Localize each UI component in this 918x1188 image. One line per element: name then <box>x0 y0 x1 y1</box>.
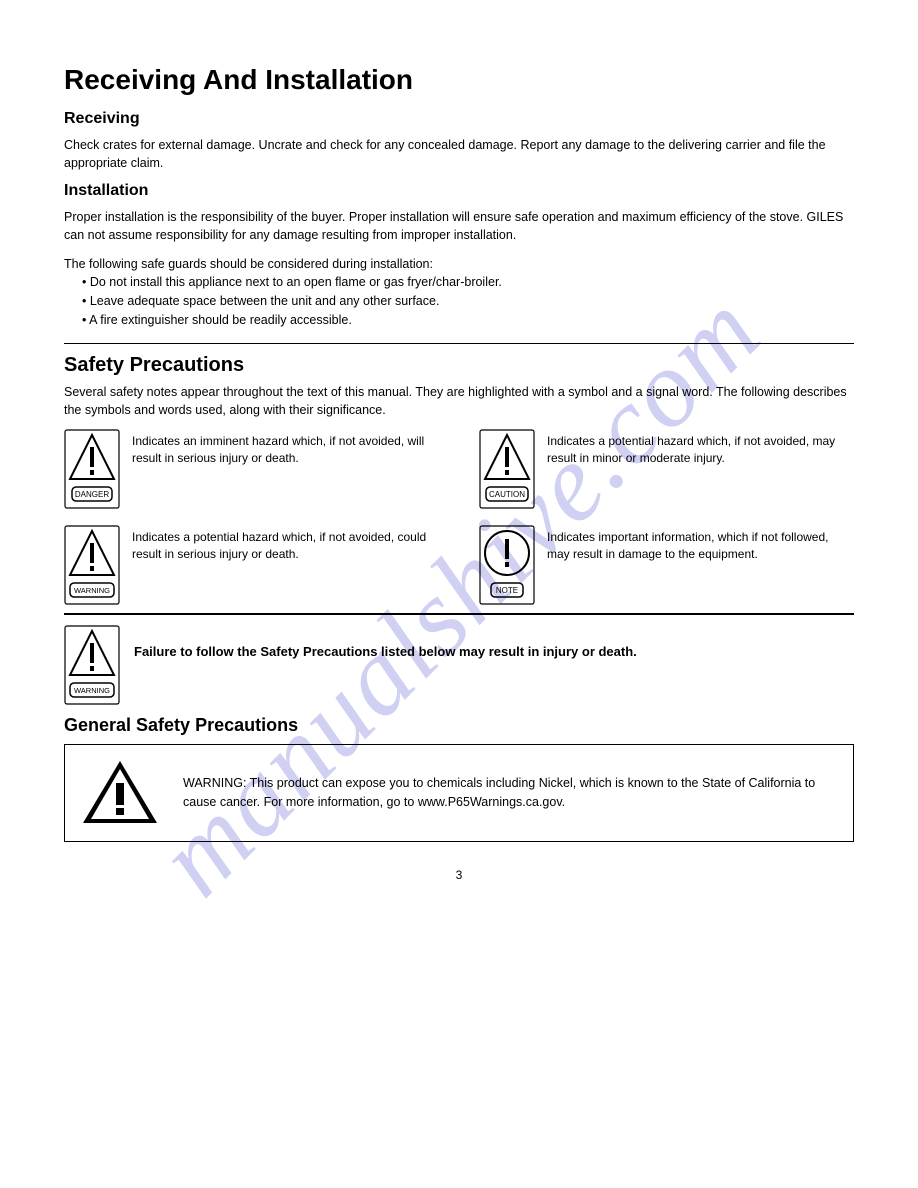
receiving-heading: Receiving <box>64 110 854 128</box>
safety-icons-grid: DANGER Indicates an imminent hazard whic… <box>64 429 854 605</box>
svg-text:DANGER: DANGER <box>75 490 109 499</box>
warning-block: WARNING Indicates a potential hazard whi… <box>64 525 439 605</box>
svg-text:WARNING: WARNING <box>74 686 110 695</box>
svg-text:WARNING: WARNING <box>74 586 110 595</box>
installation-paragraph-2: The following safe guards should be cons… <box>64 255 854 273</box>
document-page: Receiving And Installation Receiving Che… <box>0 0 918 1188</box>
prop65-box: WARNING: This product can expose you to … <box>64 744 854 842</box>
receiving-paragraph: Check crates for external damage. Uncrat… <box>64 136 854 172</box>
icons-column-left: DANGER Indicates an imminent hazard whic… <box>64 429 439 605</box>
caution-icon: CAUTION <box>479 429 535 509</box>
warning-icon: WARNING <box>64 525 120 605</box>
list-item: Leave adequate space between the unit an… <box>82 292 854 311</box>
heavy-divider <box>64 613 854 615</box>
page-number: 3 <box>64 868 854 882</box>
danger-block: DANGER Indicates an imminent hazard whic… <box>64 429 439 509</box>
safety-intro: Several safety notes appear throughout t… <box>64 383 854 419</box>
safety-heading: Safety Precautions <box>64 354 854 377</box>
page-title: Receiving And Installation <box>64 64 854 96</box>
icons-column-right: CAUTION Indicates a potential hazard whi… <box>479 429 854 605</box>
divider <box>64 343 854 344</box>
svg-text:NOTE: NOTE <box>496 586 518 595</box>
caution-description: Indicates a potential hazard which, if n… <box>547 429 854 467</box>
warning-icon: WARNING <box>64 625 120 705</box>
note-icon: NOTE <box>479 525 535 605</box>
note-description: Indicates important information, which i… <box>547 525 854 563</box>
main-warning-row: WARNING Failure to follow the Safety Pre… <box>64 625 854 705</box>
installation-heading: Installation <box>64 182 854 200</box>
warning-description: Indicates a potential hazard which, if n… <box>132 525 439 563</box>
main-warning-text: Failure to follow the Safety Precautions… <box>134 625 637 661</box>
note-block: NOTE Indicates important information, wh… <box>479 525 854 605</box>
list-item: Do not install this appliance next to an… <box>82 273 854 292</box>
warning-triangle-icon <box>81 759 159 827</box>
list-item: A fire extinguisher should be readily ac… <box>82 311 854 330</box>
danger-description: Indicates an imminent hazard which, if n… <box>132 429 439 467</box>
danger-icon: DANGER <box>64 429 120 509</box>
general-safety-heading: General Safety Precautions <box>64 715 854 736</box>
caution-block: CAUTION Indicates a potential hazard whi… <box>479 429 854 509</box>
installation-paragraph-1: Proper installation is the responsibilit… <box>64 208 854 244</box>
prop65-text: WARNING: This product can expose you to … <box>183 774 837 812</box>
svg-text:CAUTION: CAUTION <box>489 490 525 499</box>
installation-list: Do not install this appliance next to an… <box>82 273 854 331</box>
